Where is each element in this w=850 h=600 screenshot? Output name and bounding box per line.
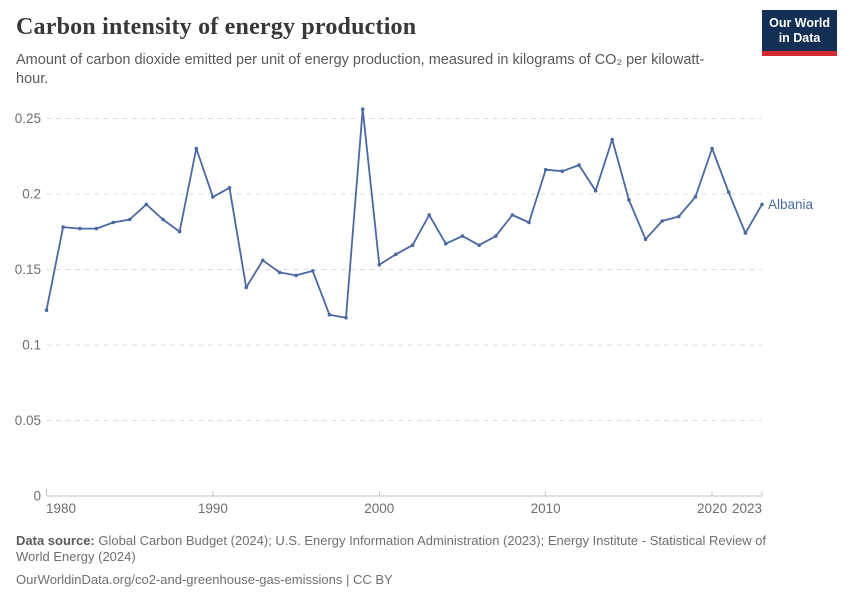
x-tick-label: 1980 <box>46 501 76 516</box>
data-point <box>294 273 298 278</box>
data-point <box>693 195 698 199</box>
data-source-label: Data source: <box>16 533 95 548</box>
data-point <box>194 146 199 151</box>
data-point <box>261 258 265 263</box>
chart-header: Carbon intensity of energy production Am… <box>16 13 756 89</box>
x-tick-label: 2020 <box>697 501 727 516</box>
y-tick-label: 0.05 <box>15 413 41 428</box>
data-point <box>627 198 631 202</box>
data-point <box>710 146 714 151</box>
data-point <box>394 252 398 257</box>
data-point <box>377 263 382 267</box>
y-tick-label: 0.25 <box>15 111 41 126</box>
entity-label: Albania <box>768 197 814 212</box>
data-point <box>460 234 465 238</box>
data-point <box>344 315 348 320</box>
data-point <box>643 237 648 241</box>
data-point <box>593 189 598 193</box>
x-tick-label: 2023 <box>732 501 762 516</box>
data-point <box>78 226 82 231</box>
data-point <box>494 234 498 238</box>
y-tick-label: 0.15 <box>15 262 41 277</box>
data-source-text: Global Carbon Budget (2024); U.S. Energy… <box>16 533 767 565</box>
x-tick-label: 2000 <box>364 501 394 516</box>
data-point <box>660 219 664 223</box>
data-point <box>177 229 182 234</box>
data-point <box>510 213 515 217</box>
data-point <box>444 241 448 246</box>
data-point <box>244 285 248 290</box>
page-title: Carbon intensity of energy production <box>16 14 417 40</box>
data-point <box>577 163 581 167</box>
data-point <box>227 186 232 190</box>
owid-logo: Our World in Data <box>762 10 837 56</box>
data-point <box>127 217 132 222</box>
data-point <box>111 220 115 225</box>
series-line-albania <box>45 108 763 319</box>
data-source-line: Data source: Global Carbon Budget (2024)… <box>16 533 794 565</box>
data-point <box>327 312 332 317</box>
data-point <box>161 217 165 222</box>
data-point <box>743 231 748 235</box>
chart-subtitle: Amount of carbon dioxide emitted per uni… <box>16 51 705 87</box>
license-line: OurWorldinData.org/co2-and-greenhouse-ga… <box>16 572 393 588</box>
data-point <box>527 220 531 225</box>
data-point <box>310 269 315 273</box>
data-point <box>543 167 548 172</box>
data-point <box>560 169 565 173</box>
data-point <box>427 213 432 217</box>
logo-line2: in Data <box>778 31 821 46</box>
data-point <box>277 270 282 275</box>
logo-line1: Our World <box>769 16 830 30</box>
data-point <box>477 243 481 247</box>
data-point <box>610 137 614 142</box>
data-point <box>44 308 49 313</box>
data-point <box>144 202 149 207</box>
data-point <box>211 195 215 199</box>
data-point <box>726 190 731 195</box>
x-tick-label: 2010 <box>531 501 561 516</box>
data-point <box>760 202 764 207</box>
data-point <box>677 214 681 219</box>
data-point <box>360 107 365 111</box>
chart-footer: Data source: Global Carbon Budget (2024)… <box>16 533 794 588</box>
y-tick-label: 0.2 <box>22 186 41 201</box>
y-tick-label: 0.1 <box>22 337 41 352</box>
data-point <box>94 226 99 231</box>
y-tick-label: 0 <box>33 489 41 504</box>
x-tick-label: 1990 <box>198 501 228 516</box>
data-point <box>410 243 415 247</box>
data-point <box>61 225 65 229</box>
